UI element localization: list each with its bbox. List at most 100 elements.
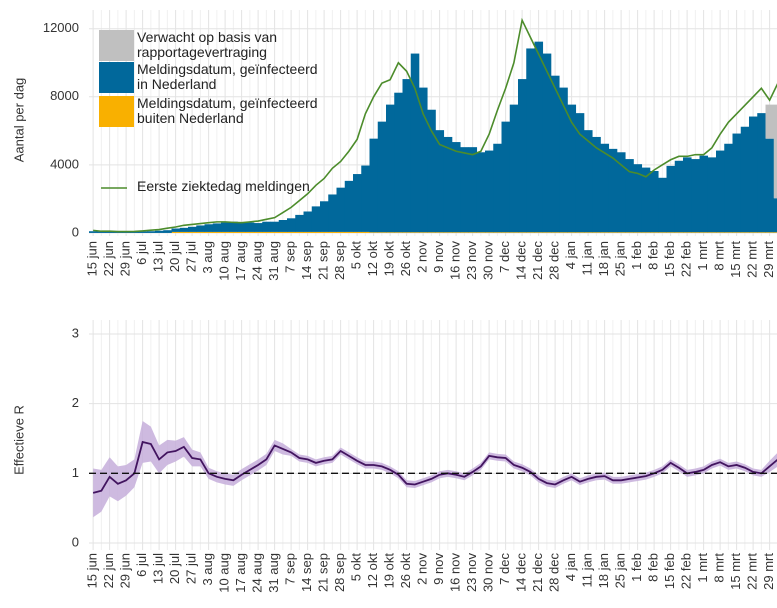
x-tick-label: 24 aug (250, 241, 265, 281)
bar (773, 198, 777, 233)
bar (427, 232, 436, 233)
bar (155, 230, 164, 233)
bar (485, 232, 494, 233)
x-tick-label: 10 aug (217, 241, 232, 281)
bar (534, 41, 544, 233)
bar (221, 231, 230, 233)
bar (460, 147, 469, 233)
bar (683, 232, 692, 233)
bar (188, 226, 197, 232)
bar (658, 232, 667, 233)
bar (427, 109, 436, 233)
bar (328, 231, 337, 233)
bar (592, 136, 601, 233)
bar (179, 231, 189, 233)
x-tick-label: 12 okt (365, 241, 380, 277)
y-tick-label: 4000 (50, 156, 79, 171)
legend-text: Meldingsdatum, geïnfecteerd in Nederland (137, 62, 318, 92)
bar (311, 206, 321, 232)
bar (163, 230, 172, 233)
x-tick-label: 28 dec (547, 241, 562, 281)
x-tick-label: 15 mrt (728, 241, 743, 278)
bar (732, 133, 742, 233)
bar (501, 121, 511, 233)
x-tick-label: 13 jul (151, 241, 166, 272)
x-tick-label: 28 sep (332, 241, 347, 280)
bar (567, 232, 577, 233)
y-tick-label: 3 (72, 325, 79, 340)
x-tick-label: 20 jul (167, 241, 182, 272)
bar (204, 231, 214, 233)
bar (89, 231, 98, 233)
x-tick-label: 31 aug (266, 553, 281, 593)
bar (633, 232, 643, 233)
bar (501, 232, 511, 233)
x-tick-label: 28 sep (332, 553, 347, 592)
bar (608, 148, 618, 233)
x-tick-label: 15 feb (662, 241, 677, 277)
y-tick-label: 0 (72, 534, 79, 549)
bar (97, 231, 106, 233)
bar (254, 223, 263, 232)
x-tick-label: 25 jan (613, 241, 628, 276)
x-tick-label: 25 jan (613, 553, 628, 588)
bar (122, 231, 131, 233)
legend-swatch (99, 30, 134, 61)
bar (732, 232, 742, 233)
bar (278, 220, 288, 232)
bar (402, 232, 412, 233)
bar (303, 211, 313, 232)
bar (534, 232, 544, 233)
bar (559, 232, 568, 233)
bar (336, 187, 346, 232)
x-tick-label: 13 jul (151, 553, 166, 584)
x-tick-label: 15 jun (85, 241, 100, 276)
bar (666, 232, 676, 233)
x-tick-label: 22 mrt (745, 553, 760, 590)
bar (757, 113, 766, 233)
bar (146, 231, 156, 233)
bar (650, 170, 659, 233)
bar (278, 231, 288, 233)
bar (419, 232, 428, 233)
bar (509, 104, 519, 233)
bar (526, 48, 535, 233)
x-tick-label: 8 feb (646, 553, 661, 582)
x-tick-label: 14 sep (299, 553, 314, 592)
x-tick-label: 21 sep (316, 553, 331, 592)
legend-label: Meldingsdatum, geïnfecteerd buiten Neder… (137, 96, 318, 126)
bar (542, 232, 552, 233)
y-tick-label: 2 (72, 395, 79, 410)
y-axis-title: Aantal per dag (11, 78, 26, 163)
bar (394, 92, 403, 233)
x-tick-label: 17 aug (233, 241, 248, 281)
bar (608, 232, 618, 233)
x-tick-label: 8 mrt (712, 553, 727, 583)
x-tick-label: 15 feb (662, 553, 677, 589)
x-tick-label: 18 jan (596, 241, 611, 276)
bar (229, 221, 238, 232)
bar (443, 136, 453, 233)
bar (509, 232, 519, 233)
x-tick-label: 22 jun (101, 553, 116, 588)
bar (468, 232, 478, 233)
x-tick-label: 11 jan (580, 553, 595, 587)
bar (311, 231, 321, 233)
x-tick-label: 22 mrt (745, 241, 760, 278)
x-tick-label: 19 okt (382, 241, 397, 277)
x-tick-label: 10 aug (217, 553, 232, 593)
bar (353, 231, 362, 233)
bar (674, 160, 684, 233)
x-tick-label: 21 dec (530, 241, 545, 281)
legend-text: Eerste ziektedag meldingen (137, 179, 310, 194)
bar (493, 232, 502, 233)
x-tick-label: 27 jul (184, 553, 199, 584)
x-tick-label: 6 jul (134, 553, 149, 577)
bar (691, 159, 700, 233)
bar (262, 221, 271, 232)
x-tick-label: 22 feb (679, 241, 694, 277)
legend-label: Meldingsdatum, geïnfecteerd in Nederland (137, 62, 318, 92)
x-tick-label: 27 jul (184, 241, 199, 272)
